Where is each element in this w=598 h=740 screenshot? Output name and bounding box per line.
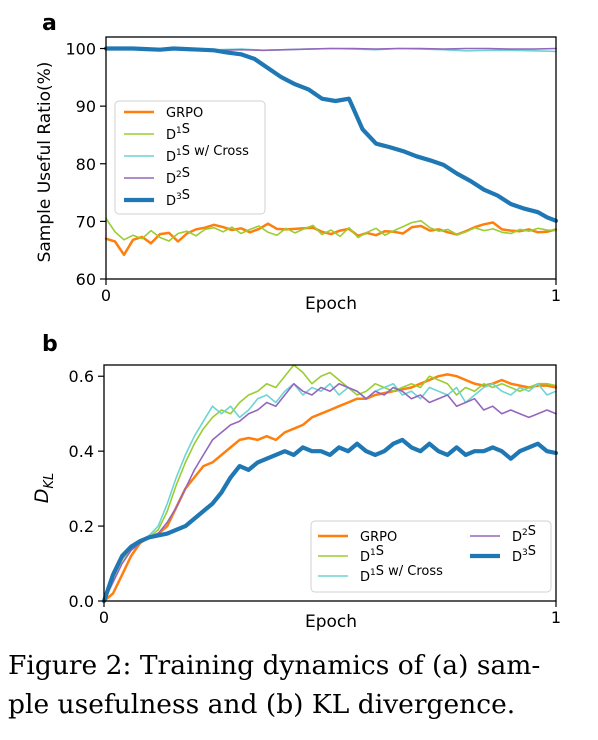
panel-a-legend-label-grpo: GRPO <box>166 106 203 121</box>
panel-b-legend-label-d1s: D1S <box>360 544 384 565</box>
panel-b-axes-frame <box>103 364 557 602</box>
panel-b-y-tick-label: 0.0 <box>69 592 94 611</box>
panel-a-y-tick-label: 60 <box>76 270 96 289</box>
panel-a-series-group <box>103 46 559 257</box>
panel-a-y-tick-label: 100 <box>65 40 96 59</box>
panel-a-x-tick-label: 0 <box>101 286 111 305</box>
panel-b-series-group <box>101 364 559 604</box>
panel-a-line-grpo <box>104 221 558 257</box>
panel-a-legend-frame <box>114 100 266 215</box>
panel-b-line-d1s <box>103 364 557 602</box>
caption-line-1: Figure 2: Training dynamics of (a) sam- <box>8 650 541 681</box>
figure: a Sample Useful Ratio(%) Epoch 60 70 80 90 1… <box>31 11 561 632</box>
panel-b-y-tick-label: 0.4 <box>69 442 94 461</box>
panel-a-x-axis-label: Epoch <box>305 294 357 314</box>
panel-b-y-axis-label: DKL <box>31 473 57 503</box>
panel-a-letter: a <box>42 11 57 36</box>
panel-a-line-d3s <box>103 46 559 223</box>
panel-b-x-axis-label: Epoch <box>305 612 357 632</box>
panel-b-letter: b <box>42 332 58 357</box>
panel-a-legend-label-d1s-w-cross: D1S w/ Cross <box>166 144 249 165</box>
panel-a-y-axis-label: Sample Useful Ratio(%) <box>35 62 55 263</box>
panel-b-legend-label-d3s: D3S <box>512 544 536 565</box>
panel-a-legend-label-d3s: D3S <box>166 188 190 209</box>
panel-b-x-tick-label: 0 <box>99 608 109 627</box>
panel-a-axes-frame <box>105 36 557 280</box>
panel-b-axes: 0.0 0.2 0.4 0.6 0 1 <box>69 364 561 627</box>
panel-a-x-tick-label: 1 <box>551 286 561 305</box>
panel-b-line-d2s <box>103 382 557 602</box>
panel-b-legend-label-grpo: GRPO <box>360 530 397 545</box>
panel-a-axes: 60 70 80 90 100 0 1 <box>65 36 561 305</box>
panel-b-legend-frame <box>310 520 552 593</box>
panel-b-y-tick-label: 0.6 <box>69 367 94 386</box>
panel-b-y-axis-label-main: D <box>31 489 53 504</box>
panel-b-x-tick-label: 1 <box>551 608 561 627</box>
panel-b-legend-label-d1s-w-cross: D1S w/ Cross <box>360 564 443 585</box>
panel-b-y-tick-label: 0.2 <box>69 517 94 536</box>
panel-b-y-axis-label-sub: KL <box>42 473 57 489</box>
panel-a: a Sample Useful Ratio(%) Epoch 60 70 80 90 1… <box>35 11 561 314</box>
figure-caption: Figure 2: Training dynamics of (a) sam- … <box>8 646 593 724</box>
panel-a-y-tick-label: 80 <box>76 155 96 174</box>
panel-a-y-tick-label: 70 <box>76 212 96 231</box>
caption-line-2: ple usefulness and (b) KL divergence. <box>8 689 516 720</box>
panel-b-legend-label-d2s: D2S <box>512 524 536 545</box>
panel-b-line-d3s <box>101 437 559 604</box>
panel-a-legend-label-d2s: D2S <box>166 166 190 187</box>
panel-a-y-tick-label: 90 <box>76 97 96 116</box>
panel-a-line-d1s <box>105 217 557 242</box>
panel-a-legend-label-d1s: D1S <box>166 122 190 143</box>
panel-b-line-d1s-w-cross <box>103 382 557 602</box>
